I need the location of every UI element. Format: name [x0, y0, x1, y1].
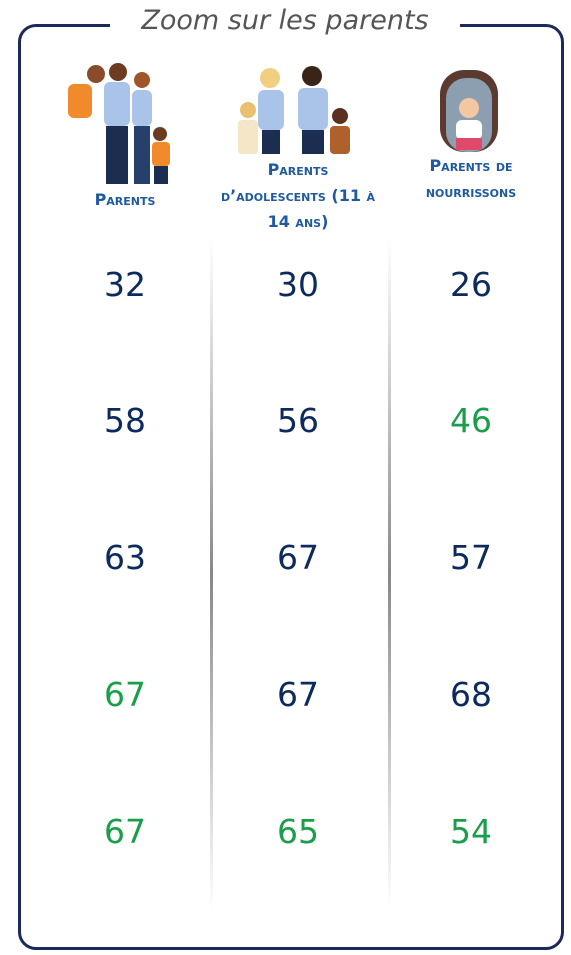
- table-cell: 67: [40, 675, 210, 715]
- table-cell: 32: [40, 265, 210, 305]
- table-cell: 67: [40, 812, 210, 852]
- table-cell: 56: [213, 401, 383, 441]
- teens-icon: [236, 64, 356, 154]
- table-cell: 54: [386, 812, 556, 852]
- table-cell: 68: [386, 675, 556, 715]
- table-cell: 26: [386, 265, 556, 305]
- family-icon: [62, 62, 178, 187]
- column-header: Parents de nourrissons: [406, 153, 536, 205]
- table-cell: 67: [213, 538, 383, 578]
- table-cell: 58: [40, 401, 210, 441]
- baby-icon: [436, 64, 502, 152]
- table-cell: 67: [213, 675, 383, 715]
- table-cell: 30: [213, 265, 383, 305]
- title: Zoom sur les parents: [110, 2, 460, 40]
- table-cell: 57: [386, 538, 556, 578]
- page: Zoom sur les parents (() => { const data…: [0, 0, 571, 955]
- table-cell: 46: [386, 401, 556, 441]
- column-header: Parents: [70, 187, 180, 213]
- column-header: Parents d’adolescents (11 à 14 ans): [218, 157, 378, 235]
- table-cell: 63: [40, 538, 210, 578]
- table-cell: 65: [213, 812, 383, 852]
